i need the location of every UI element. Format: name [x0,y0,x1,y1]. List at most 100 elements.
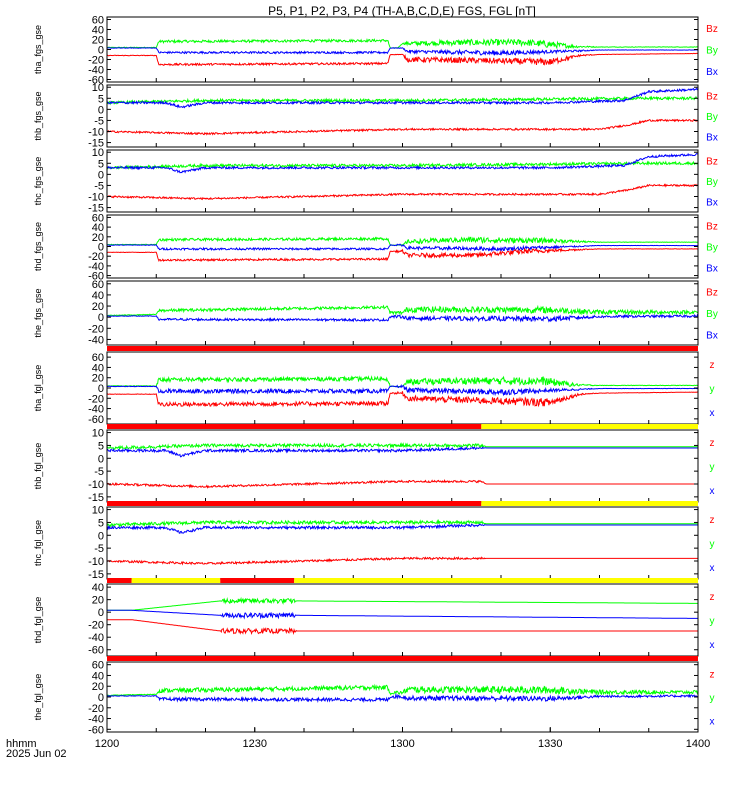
status-bar-segment [481,501,698,506]
y-tick-label: 0 [98,530,104,542]
component-label: Bz [706,91,718,102]
y-tick-label: 5 [98,440,104,452]
y-tick-label: 10 [92,147,104,159]
series-line-z [107,247,698,263]
y-tick-label: 0 [98,383,104,395]
series-line-y [107,236,698,246]
x-tick-label: 1330 [538,738,562,750]
series-line-y [107,95,698,106]
component-label: y [710,616,715,627]
panel-frame [106,149,699,213]
y-tick-label: -40 [88,334,104,346]
y-tick-label: -5 [94,543,104,555]
x-axis: 1200 1230 1300 1330 1400 [95,727,710,750]
component-label: y [710,384,715,395]
y-tick-label: 0 [98,312,104,324]
series-line-y [107,304,698,317]
y-tick-label: 20 [92,35,104,47]
y-axis-label: thb_fgl_gse [33,443,43,490]
component-label: x [710,716,715,727]
series-line-y [107,37,698,50]
series-line-x [107,692,698,704]
y-tick-label: -15 [88,492,104,504]
y-axis-label: thd_fgl_gse [33,597,43,644]
status-bar-segment [481,424,698,429]
series-line-x [107,384,698,397]
y-axis-label: thd_fgs_gse [33,222,43,271]
component-label: x [710,563,715,574]
series-line-z [107,118,698,136]
series-line-z [107,390,698,408]
component-label: y [710,462,715,473]
y-tick-label: -5 [94,180,104,192]
y-tick-label: 60 [92,352,104,364]
component-label: By [706,177,718,188]
series-line-x [107,152,698,174]
status-bar-segment [107,578,132,583]
y-tick-label: 60 [92,279,104,291]
component-label: Bx [706,198,718,209]
series-line-y [107,442,698,451]
y-tick-label: -5 [94,466,104,478]
y-tick-label: 5 [98,158,104,170]
y-tick-label: -5 [94,115,104,127]
x-tick-label: 1400 [686,738,710,750]
y-tick-label: -20 [88,55,104,67]
y-tick-label: 0 [98,45,104,57]
component-label: x [710,408,715,419]
y-tick-label: 40 [92,290,104,302]
series-line-z [107,478,698,489]
x-axis-unit-label: hhmm [6,738,37,750]
y-tick-label: -60 [88,414,104,426]
y-axis-label: the_fgs_gse [33,288,43,337]
component-label: By [706,112,718,123]
series-line-x [107,313,698,323]
component-label: Bz [706,222,718,233]
y-tick-label: 0 [98,242,104,254]
series-line-x [107,609,698,620]
date-label: 2025 Jun 02 [6,748,67,760]
y-axis-label: thc_fgs_gse [33,157,43,206]
y-tick-label: 40 [92,25,104,37]
y-tick-label: -15 [88,138,104,150]
y-tick-label: -40 [88,714,104,726]
component-label: By [706,309,718,320]
y-tick-label: 20 [92,301,104,313]
y-tick-label: -60 [88,645,104,657]
y-tick-label: -20 [88,620,104,632]
panel-frame [106,84,699,148]
y-tick-label: -20 [88,393,104,405]
component-label: z [710,515,715,526]
y-tick-label: 10 [92,505,104,517]
panel-frame [106,214,699,279]
component-label: x [710,486,715,497]
component-label: By [706,46,718,57]
y-tick-label: -60 [88,75,104,87]
y-tick-label: 5 [98,517,104,529]
series-line-x [107,523,698,534]
series-line-y [107,596,698,611]
y-tick-label: 40 [92,362,104,374]
series-line-z [107,619,698,636]
series-line-z [107,52,698,67]
y-tick-label: 5 [98,93,104,105]
y-tick-label: -40 [88,65,104,77]
y-tick-label: -20 [88,703,104,715]
y-axis-label: tha_fgl_gse [33,365,43,412]
y-tick-label: 60 [92,660,104,672]
series-line-z [107,556,698,566]
panel-frame [106,506,699,580]
y-tick-label: 40 [92,670,104,682]
component-label: z [710,670,715,681]
status-bar-segment [107,656,698,661]
component-label: Bx [706,264,718,275]
y-tick-label: -40 [88,404,104,416]
y-tick-label: 40 [92,582,104,594]
y-axis-label: tha_fgs_gse [33,25,43,74]
panel-frame [106,583,699,657]
